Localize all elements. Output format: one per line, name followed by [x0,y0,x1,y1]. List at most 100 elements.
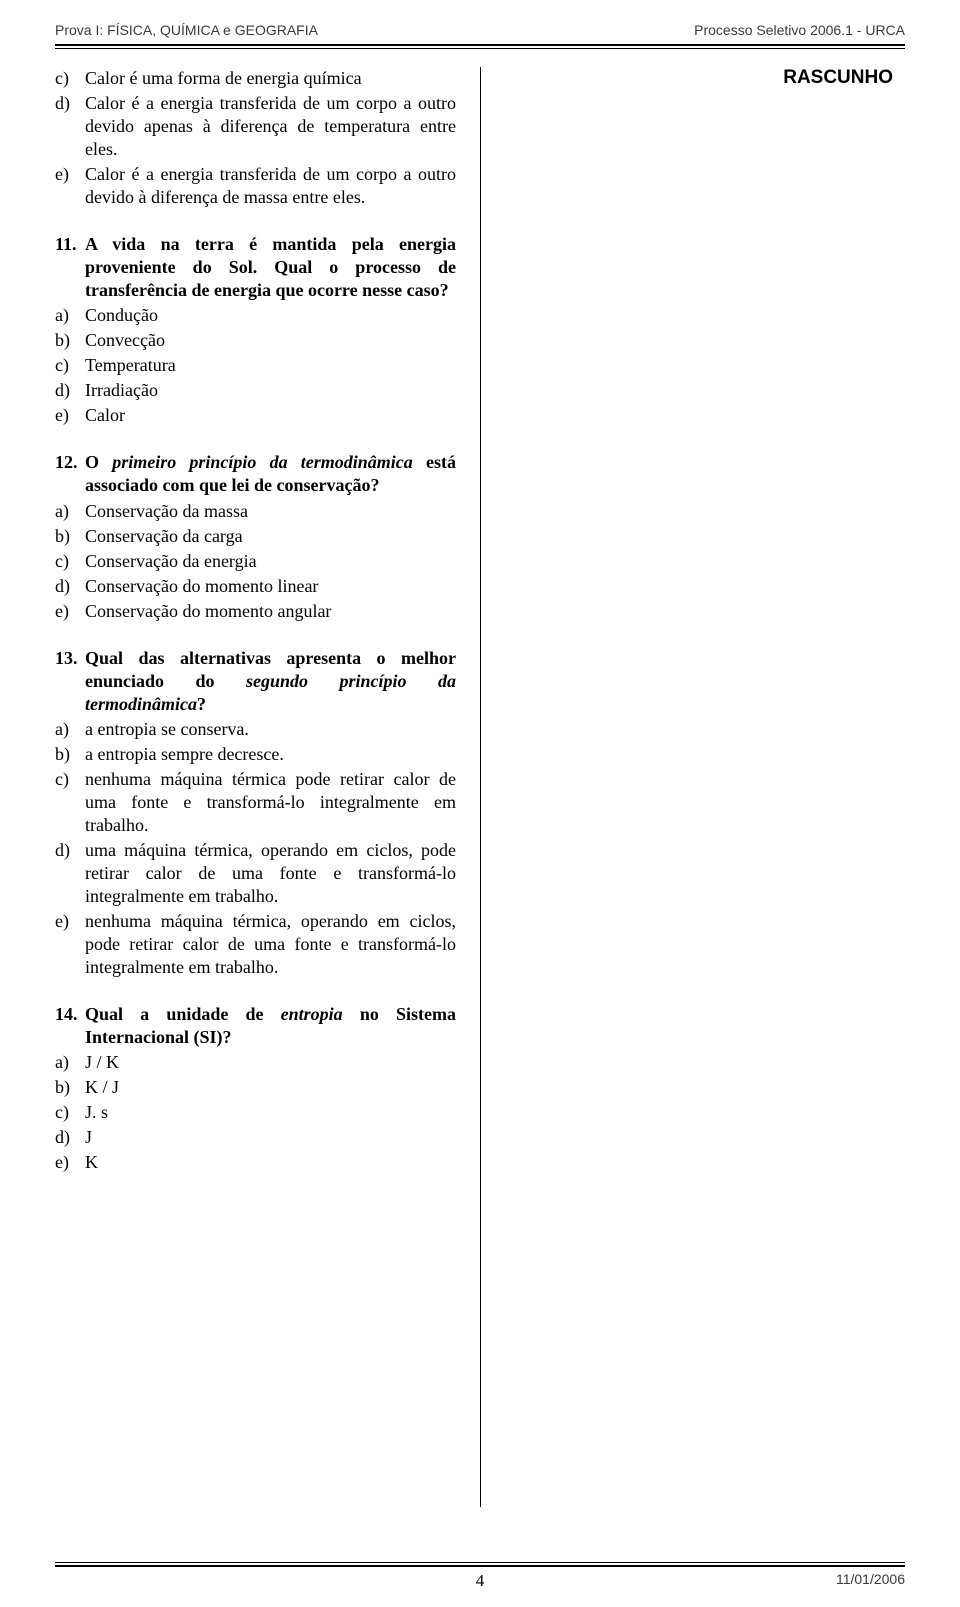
q12-option-a: a)Conservação da massa [55,500,456,523]
option-label: c) [55,354,85,377]
option-text: Calor [85,404,456,427]
question-text: Qual a unidade de entropia no Sistema In… [85,1003,456,1049]
q13-option-e: e)nenhuma máquina térmica, operando em c… [55,910,456,979]
q11-option-b: b)Convecção [55,329,456,352]
option-text: J. s [85,1101,456,1124]
q12-option-b: b)Conservação da carga [55,525,456,548]
header-right: Processo Seletivo 2006.1 - URCA [694,22,905,38]
question-number: 12. [55,451,85,497]
question-text: A vida na terra é mantida pela energia p… [85,233,456,302]
option-text: a entropia sempre decresce. [85,743,456,766]
option-label: e) [55,404,85,427]
q13-option-d: d)uma máquina térmica, operando em ciclo… [55,839,456,908]
rascunho-heading: RASCUNHO [505,67,905,89]
option-text: a entropia se conserva. [85,718,456,741]
option-label: d) [55,575,85,598]
q12-option-d: d)Conservação do momento linear [55,575,456,598]
right-column: RASCUNHO [480,67,905,1507]
q12-option-c: c)Conservação da energia [55,550,456,573]
footer-rule-thick [55,1565,905,1567]
option-label: a) [55,1051,85,1074]
q14-option-e: e)K [55,1151,456,1174]
header-rule-thick [55,44,905,46]
exam-page: Prova I: FÍSICA, QUÍMICA e GEOGRAFIA Pro… [0,0,960,1607]
option-label: e) [55,163,85,209]
option-text: uma máquina térmica, operando em ciclos,… [85,839,456,908]
option-label: b) [55,525,85,548]
option-text: nenhuma máquina térmica, operando em cic… [85,910,456,979]
q13-option-c: c)nenhuma máquina térmica pode retirar c… [55,768,456,837]
q14-text-pre: Qual a unidade de [85,1004,281,1024]
option-text: Conservação da energia [85,550,456,573]
option-label: a) [55,718,85,741]
question-number: 13. [55,647,85,716]
option-label: e) [55,1151,85,1174]
page-header: Prova I: FÍSICA, QUÍMICA e GEOGRAFIA Pro… [55,22,905,38]
q12-text-ital: primeiro princípio da termodinâmica [112,452,413,472]
page-footer: 4 11/01/2006 [55,1562,905,1587]
option-text: K / J [85,1076,456,1099]
option-label: c) [55,1101,85,1124]
option-text: Conservação do momento linear [85,575,456,598]
question-head: 13. Qual das alternativas apresenta o me… [55,647,456,716]
q14-option-c: c)J. s [55,1101,456,1124]
option-text: Temperatura [85,354,456,377]
option-text: K [85,1151,456,1174]
content-columns: c) Calor é uma forma de energia química … [55,67,905,1507]
question-text: O primeiro princípio da termodinâmica es… [85,451,456,497]
option-text: Calor é a energia transferida de um corp… [85,163,456,209]
option-label: e) [55,910,85,979]
question-head: 14. Qual a unidade de entropia no Sistem… [55,1003,456,1049]
q12-option-e: e)Conservação do momento angular [55,600,456,623]
option-text: Conservação da massa [85,500,456,523]
q13-option-a: a)a entropia se conserva. [55,718,456,741]
q11-option-c: c)Temperatura [55,354,456,377]
question-number: 14. [55,1003,85,1049]
prev-option-e: e) Calor é a energia transferida de um c… [55,163,456,209]
question-14: 14. Qual a unidade de entropia no Sistem… [55,1003,456,1174]
option-label: c) [55,67,85,90]
option-label: b) [55,743,85,766]
q13-option-b: b)a entropia sempre decresce. [55,743,456,766]
option-label: d) [55,1126,85,1149]
question-head: 11. A vida na terra é mantida pela energ… [55,233,456,302]
option-label: a) [55,500,85,523]
option-label: c) [55,768,85,837]
option-label: d) [55,839,85,908]
q14-option-a: a)J / K [55,1051,456,1074]
question-11: 11. A vida na terra é mantida pela energ… [55,233,456,427]
header-left: Prova I: FÍSICA, QUÍMICA e GEOGRAFIA [55,22,318,38]
option-label: b) [55,1076,85,1099]
option-text: Irradiação [85,379,456,402]
option-text: Conservação do momento angular [85,600,456,623]
question-12: 12. O primeiro princípio da termodinâmic… [55,451,456,622]
option-text: J [85,1126,456,1149]
question-number: 11. [55,233,85,302]
footer-rule-thin [55,1562,905,1563]
option-text: Condução [85,304,456,327]
option-text: J / K [85,1051,456,1074]
question-text: Qual das alternativas apresenta o melhor… [85,647,456,716]
option-label: d) [55,92,85,161]
q11-option-d: d)Irradiação [55,379,456,402]
question-13: 13. Qual das alternativas apresenta o me… [55,647,456,979]
option-text: Calor é a energia transferida de um corp… [85,92,456,161]
q13-text-post: ? [197,694,206,714]
prev-option-c: c) Calor é uma forma de energia química [55,67,456,90]
option-label: c) [55,550,85,573]
option-text: Convecção [85,329,456,352]
footer-date: 11/01/2006 [836,1571,905,1587]
left-column: c) Calor é uma forma de energia química … [55,67,480,1507]
question-head: 12. O primeiro princípio da termodinâmic… [55,451,456,497]
option-text: nenhuma máquina térmica pode retirar cal… [85,768,456,837]
option-text: Calor é uma forma de energia química [85,67,456,90]
q11-option-e: e)Calor [55,404,456,427]
q12-text-pre: O [85,452,112,472]
option-label: a) [55,304,85,327]
header-rule-thin [55,48,905,49]
option-label: b) [55,329,85,352]
footer-row: 4 11/01/2006 [55,1571,905,1587]
q14-option-b: b)K / J [55,1076,456,1099]
option-label: e) [55,600,85,623]
prev-option-d: d) Calor é a energia transferida de um c… [55,92,456,161]
